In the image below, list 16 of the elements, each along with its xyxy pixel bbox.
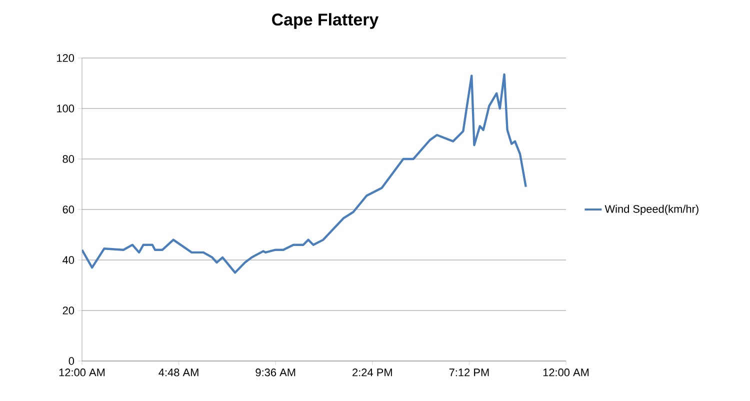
y-tick-label: 0 [68, 357, 74, 365]
y-tick-label: 20 [62, 306, 74, 314]
line-series [82, 73, 527, 274]
x-tick-label: 4:48 AM [158, 368, 198, 376]
x-tick-label: 12:00 AM [543, 368, 589, 376]
y-tick-label: 80 [62, 155, 74, 163]
x-tick-label: 12:00 AM [59, 368, 105, 376]
x-tick-label: 9:36 AM [256, 368, 296, 376]
x-tick-label: 2:24 PM [352, 368, 392, 376]
y-tick-label: 60 [62, 206, 74, 214]
y-tick-label: 40 [62, 256, 74, 264]
y-tick-label: 100 [57, 104, 74, 112]
chart-title: Cape Flattery [272, 13, 379, 29]
x-tick-label: 7:12 PM [449, 368, 489, 376]
legend-label: Wind Speed(km/hr) [604, 204, 698, 215]
y-tick-label: 120 [57, 54, 74, 62]
